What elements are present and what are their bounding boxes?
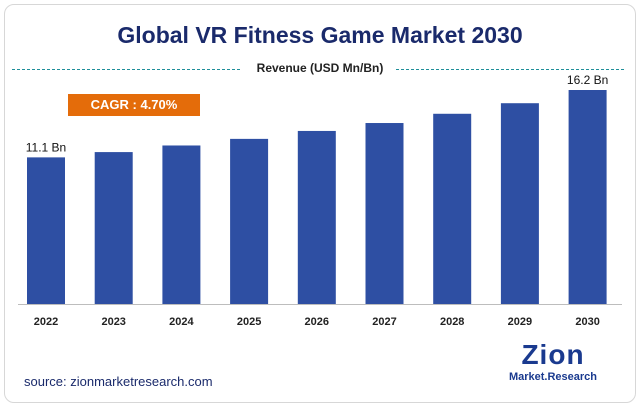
x-tick-label: 2025 (237, 316, 261, 328)
x-tick-label: 2030 (575, 316, 599, 328)
source-text: source: zionmarketresearch.com (24, 374, 213, 389)
x-tick-label: 2023 (101, 316, 125, 328)
divider-left (12, 69, 240, 70)
zion-logo: Zion Market.Research (498, 340, 608, 390)
bar-2027 (365, 123, 404, 304)
x-tick-label: 2026 (305, 316, 329, 328)
logo-sub-text: Market.Research (508, 371, 598, 383)
bar-2022 (27, 157, 65, 304)
bar-2029 (500, 103, 539, 305)
x-tick-label: 2028 (440, 316, 464, 328)
logo-main-text: Zion (521, 339, 585, 370)
chart-title: Global VR Fitness Game Market 2030 (117, 22, 523, 48)
bar-2030 (568, 90, 607, 304)
x-tick-label: 2022 (34, 316, 58, 328)
x-tick-label: 2027 (372, 316, 396, 328)
x-tick-label: 2029 (508, 316, 532, 328)
bar-2023 (94, 152, 133, 304)
bar-2028 (433, 113, 472, 305)
data-label: 16.2 Bn (567, 73, 608, 87)
bar-2026 (297, 130, 336, 304)
x-tick-label: 2024 (169, 316, 194, 328)
data-label: 11.1 Bn (26, 140, 66, 154)
bar-2024 (162, 145, 201, 304)
chart-subtitle: Revenue (USD Mn/Bn) (256, 61, 384, 75)
bar-2025 (230, 138, 269, 304)
cagr-badge: CAGR : 4.70% (68, 94, 200, 116)
divider-right (396, 69, 624, 70)
